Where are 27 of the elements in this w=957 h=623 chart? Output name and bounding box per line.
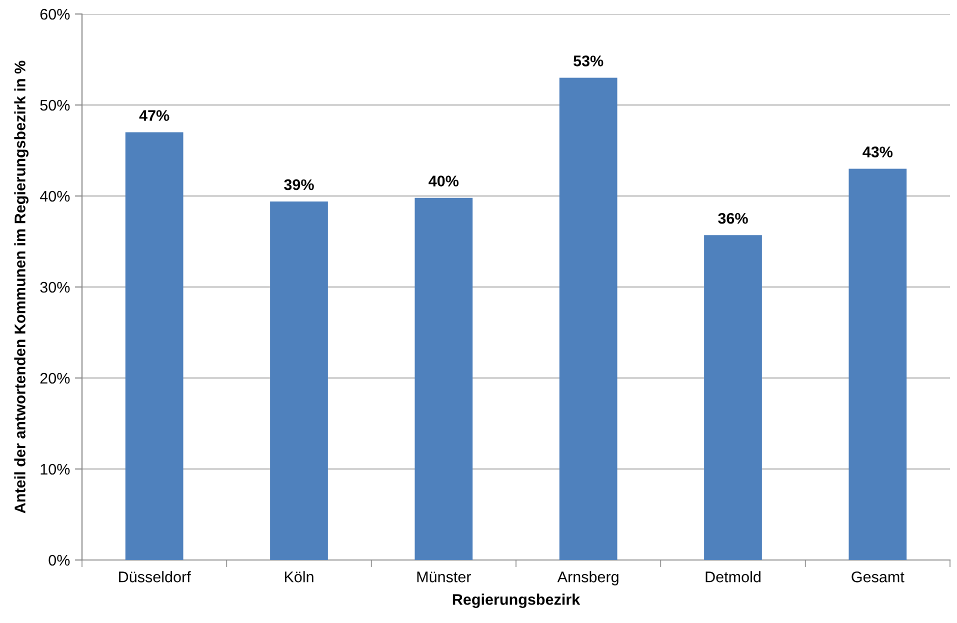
- x-tick-label: Arnsberg: [557, 571, 618, 586]
- y-tick-label: 50%: [40, 100, 70, 111]
- bar: [270, 201, 328, 560]
- x-tick-label: Düsseldorf: [119, 571, 191, 582]
- y-tick-label: 60%: [40, 8, 70, 20]
- x-tick-label: Detmold: [706, 571, 760, 582]
- y-tick-label: 0%: [48, 554, 70, 566]
- y-axis-title: Anteil der antwortenden Kommunen im Regierungsbezirk in %: [14, 60, 29, 514]
- data-label: 47%: [139, 110, 170, 121]
- y-tick-label: 30%: [40, 282, 70, 293]
- bar: [414, 198, 473, 560]
- data-label: 53%: [574, 56, 604, 66]
- data-label: 39%: [284, 179, 314, 190]
- data-label: 36%: [718, 212, 748, 224]
- bar: [704, 235, 762, 560]
- bar: [848, 168, 907, 560]
- bar: [559, 78, 618, 560]
- data-label: 40%: [428, 176, 459, 186]
- x-tick-label: Münster: [417, 572, 472, 582]
- data-label: 43%: [862, 146, 893, 158]
- x-axis-title: Regierungsbezirk: [452, 594, 580, 608]
- y-tick-label: 40%: [40, 190, 70, 202]
- y-tick-label: 20%: [40, 372, 70, 384]
- y-tick-label: 10%: [40, 464, 70, 475]
- x-tick-label: Köln: [284, 571, 314, 582]
- bar: [125, 132, 184, 560]
- x-tick-label: Gesamt: [852, 572, 904, 582]
